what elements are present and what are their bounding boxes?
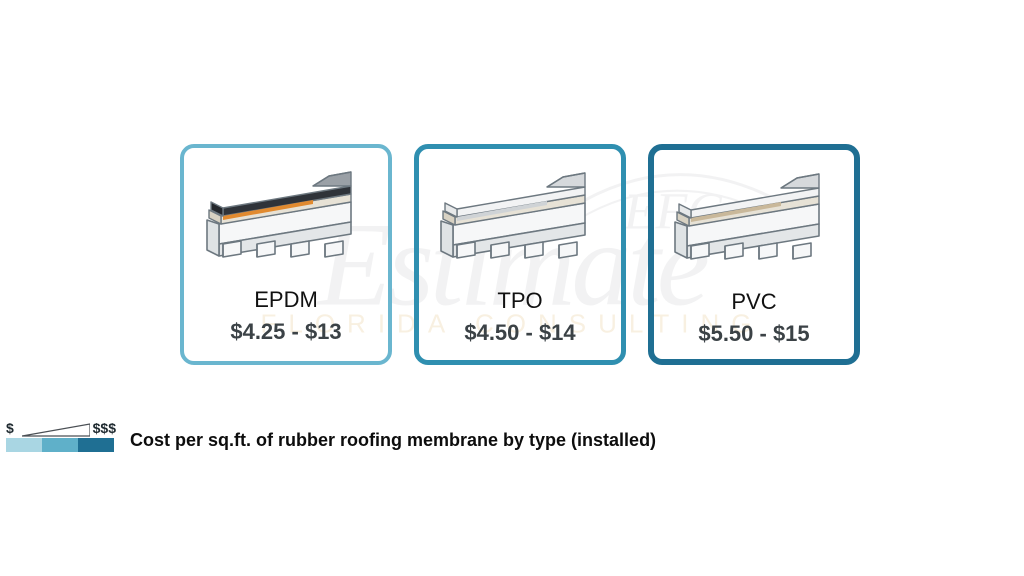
card-price: $5.50 - $15 (664, 321, 844, 347)
card-epdm: EPDM $4.25 - $13 (180, 144, 392, 365)
legend-dollar-high: $$$ (93, 420, 116, 436)
roof-illustration-pvc (669, 164, 839, 274)
legend-bar-3 (78, 438, 114, 452)
legend-gradient-bars (6, 438, 114, 452)
roof-illustration-epdm (201, 162, 371, 272)
legend-caption: Cost per sq.ft. of rubber roofing membra… (130, 430, 656, 452)
legend-bar-2 (42, 438, 78, 452)
card-tpo: TPO $4.50 - $14 (414, 144, 626, 365)
card-pvc: PVC $5.50 - $15 (648, 144, 860, 365)
card-label: TPO (429, 288, 611, 314)
card-label: PVC (664, 289, 844, 315)
legend-scale: $ $$$ (6, 420, 116, 452)
card-label: EPDM (194, 287, 378, 313)
roofing-cards-row: EPDM $4.25 - $13 TPO $4.50 - $14 PVC $5.… (180, 144, 860, 365)
legend: $ $$$ Cost per sq.ft. of rubber roofing … (6, 420, 656, 452)
card-price: $4.25 - $13 (194, 319, 378, 345)
legend-bar-1 (6, 438, 42, 452)
card-price: $4.50 - $14 (429, 320, 611, 346)
legend-wedge-icon (22, 423, 90, 437)
roof-illustration-tpo (435, 163, 605, 273)
legend-dollar-low: $ (6, 420, 14, 436)
